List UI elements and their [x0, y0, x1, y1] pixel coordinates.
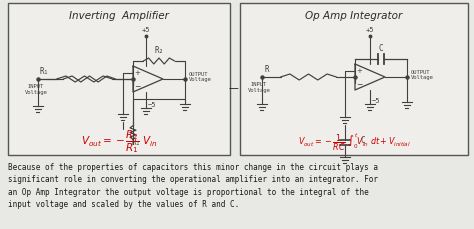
Bar: [8, 4, 230, 155]
Text: C: C: [379, 44, 383, 53]
Text: Because of the properties of capacitors this minor change in the circuit plays a: Because of the properties of capacitors …: [8, 162, 378, 209]
Text: R₁: R₁: [131, 137, 141, 146]
Text: $V_{out} = -\dfrac{1}{RC}\ \int_0^t V_{in}\ dt + V_{initial}$: $V_{out} = -\dfrac{1}{RC}\ \int_0^t V_{i…: [298, 131, 410, 152]
Text: −5: −5: [148, 101, 156, 108]
Text: +5: +5: [142, 27, 150, 33]
Text: INPUT
Voltage: INPUT Voltage: [247, 82, 270, 92]
Text: —: —: [228, 83, 238, 93]
Text: +: +: [134, 70, 140, 76]
Text: R₂: R₂: [155, 46, 164, 55]
Text: R: R: [264, 65, 269, 74]
Text: OUTPUT
Voltage: OUTPUT Voltage: [411, 69, 434, 80]
Text: Op Amp Integrator: Op Amp Integrator: [305, 11, 402, 21]
Text: INPUT
Voltage: INPUT Voltage: [25, 84, 47, 94]
Text: C: C: [361, 135, 365, 144]
Text: R₁: R₁: [40, 67, 49, 76]
Text: +: +: [356, 68, 362, 74]
Text: −: −: [134, 82, 140, 91]
Text: $V_{out} = -\dfrac{R_2}{R_1}\ V_{in}$: $V_{out} = -\dfrac{R_2}{R_1}\ V_{in}$: [81, 128, 157, 155]
Text: −5: −5: [372, 98, 380, 104]
Text: Inverting  Amplifier: Inverting Amplifier: [69, 11, 169, 21]
Text: +5: +5: [366, 27, 374, 33]
Bar: [240, 4, 468, 155]
Text: OUTPUT
Voltage: OUTPUT Voltage: [189, 71, 212, 82]
Text: −: −: [356, 80, 362, 89]
